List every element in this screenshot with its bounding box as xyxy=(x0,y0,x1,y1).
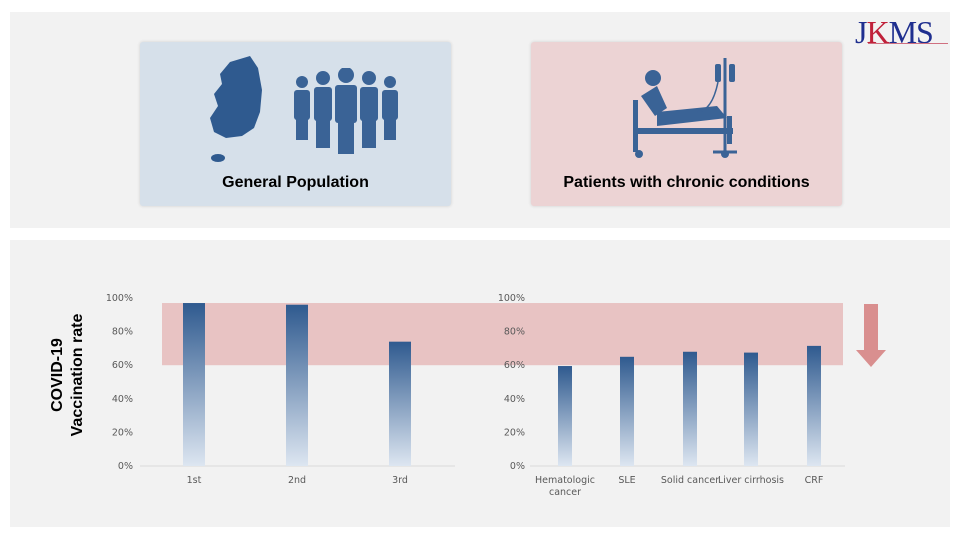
bar-1st xyxy=(183,303,205,466)
card-label: General Population xyxy=(222,174,369,191)
x-tick-label: CRF xyxy=(805,475,824,486)
down-arrow-icon xyxy=(856,304,886,367)
y-tick-label: 60% xyxy=(112,360,133,371)
y-tick-label: 40% xyxy=(112,394,133,405)
card-label: Patients with chronic conditions xyxy=(563,174,810,191)
jkms-logo: JKMS xyxy=(855,14,934,50)
general-population-card: General Population xyxy=(140,42,451,206)
bar-solid-cancer xyxy=(683,351,697,466)
y-tick-label: 60% xyxy=(504,360,525,371)
x-tick-label: cancer xyxy=(549,487,581,498)
x-tick-label: 3rd xyxy=(392,475,408,486)
bar-crf xyxy=(807,345,821,466)
x-tick-label: SLE xyxy=(618,475,635,486)
y-tick-label: 20% xyxy=(504,427,525,438)
people-group-icon xyxy=(294,68,398,154)
y-tick-label: 80% xyxy=(504,327,525,338)
bar-sle xyxy=(620,356,634,466)
bar-2nd xyxy=(286,304,308,466)
x-tick-label: Liver cirrhosis xyxy=(718,475,784,486)
bar-liver-cirrhosis xyxy=(744,352,758,466)
korea-map-icon xyxy=(210,56,262,162)
y-tick-label: 100% xyxy=(498,293,525,304)
y-tick-label: 0% xyxy=(510,461,525,472)
x-tick-label: Hematologic xyxy=(535,475,595,486)
y-tick-label: 20% xyxy=(112,427,133,438)
chronic-patients-card: Patients with chronic conditions xyxy=(531,42,842,206)
bar-hematologic-cancer xyxy=(558,366,572,466)
y-tick-label: 0% xyxy=(118,461,133,472)
bar-3rd xyxy=(389,341,411,466)
x-tick-label: Solid cancer xyxy=(661,475,719,486)
y-tick-label: 80% xyxy=(112,327,133,338)
bottom-panel xyxy=(10,240,950,527)
y-tick-label: 100% xyxy=(106,293,133,304)
y-tick-label: 40% xyxy=(504,394,525,405)
hospital-bed-patient-iv-icon xyxy=(633,58,737,158)
x-tick-label: 2nd xyxy=(288,475,306,486)
x-tick-label: 1st xyxy=(187,475,202,486)
logo-underline xyxy=(868,43,948,44)
highlight-band xyxy=(162,303,843,366)
